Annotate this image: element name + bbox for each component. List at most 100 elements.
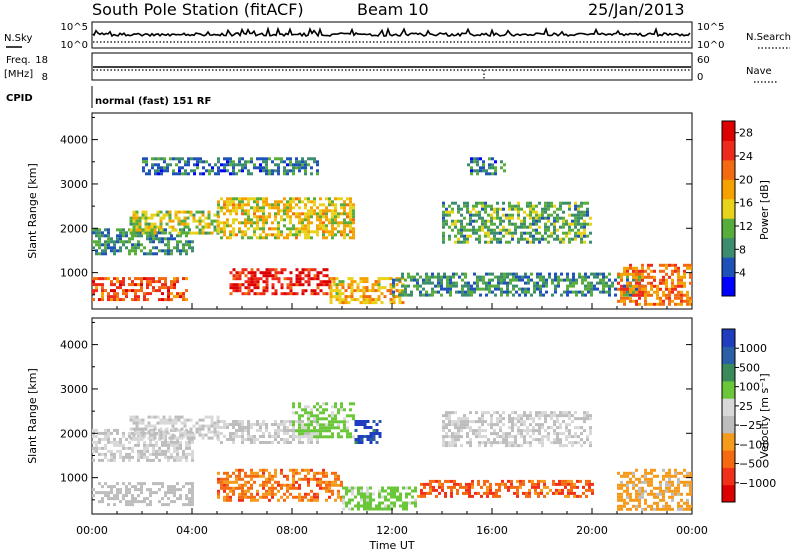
- velocity-echo-cell: [459, 482, 462, 486]
- power-echo-cell: [132, 228, 136, 232]
- power-echo-cell: [217, 227, 220, 231]
- power-echo-cell: [177, 222, 181, 226]
- power-echo-cell: [185, 298, 188, 302]
- power-echo-cell: [602, 272, 605, 276]
- power-echo-cell: [665, 281, 668, 285]
- power-echo-cell: [232, 203, 235, 207]
- power-echo-cell: [328, 283, 332, 287]
- velocity-echo-cell: [683, 468, 686, 472]
- velocity-echo-cell: [357, 492, 360, 496]
- power-echo-cell: [232, 230, 235, 234]
- power-echo-cell: [185, 234, 188, 238]
- power-echo-cell: [232, 169, 235, 173]
- power-echo-cell: [262, 230, 265, 234]
- power-echo-cell: [446, 287, 449, 291]
- power-echo-cell: [479, 157, 482, 161]
- power-echo-cell: [548, 275, 551, 279]
- power-echo-cell: [466, 234, 469, 238]
- velocity-echo-cell: [579, 479, 582, 483]
- velocity-echo-cell: [232, 435, 235, 438]
- velocity-echo-cell: [122, 494, 125, 498]
- velocity-echo-cell: [250, 468, 253, 472]
- power-echo-cell: [464, 293, 467, 297]
- power-echo-cell: [362, 286, 366, 290]
- y-tick-label: 1000: [60, 472, 88, 485]
- velocity-echo-cell: [95, 440, 98, 444]
- power-echo-cell: [140, 249, 143, 253]
- velocity-echo-cell: [423, 482, 426, 486]
- velocity-echo-cell: [492, 494, 495, 498]
- power-echo-cell: [238, 206, 241, 210]
- velocity-echo-cell: [173, 449, 176, 453]
- velocity-echo-cell: [198, 418, 202, 422]
- power-echo-cell: [346, 221, 349, 225]
- velocity-echo-cell: [143, 497, 146, 501]
- power-echo-cell: [301, 292, 305, 296]
- velocity-echo-cell: [498, 494, 501, 498]
- velocity-echo-cell: [223, 495, 226, 499]
- power-echo-cell: [304, 268, 308, 272]
- power-echo-cell: [186, 231, 190, 235]
- velocity-echo-cell: [668, 471, 671, 475]
- power-echo-cell: [671, 272, 674, 276]
- velocity-echo-cell: [366, 504, 369, 508]
- velocity-echo-cell: [176, 458, 179, 462]
- power-echo-cell: [401, 272, 404, 276]
- power-echo-cell: [247, 203, 250, 207]
- velocity-echo-cell: [514, 411, 517, 415]
- power-echo-cell: [256, 283, 260, 287]
- velocity-echo-cell: [137, 458, 140, 462]
- velocity-echo-cell: [390, 501, 393, 505]
- velocity-echo-cell: [271, 486, 274, 490]
- power-echo-cell: [277, 230, 280, 234]
- power-echo-cell: [253, 212, 256, 216]
- power-echo-cell: [144, 216, 148, 220]
- power-echo-cell: [352, 203, 355, 207]
- power-echo-cell: [226, 209, 229, 213]
- velocity-echo-cell: [532, 420, 535, 424]
- power-echo-cell: [304, 224, 307, 228]
- power-echo-cell: [449, 278, 452, 282]
- velocity-echo-cell: [286, 426, 289, 429]
- power-echo-cell: [193, 163, 196, 167]
- velocity-echo-cell: [423, 485, 426, 489]
- power-echo-cell: [113, 249, 116, 253]
- velocity-echo-cell: [179, 497, 182, 501]
- power-echo-cell: [511, 237, 514, 241]
- velocity-echo-cell: [635, 498, 638, 502]
- power-echo-cell: [590, 287, 593, 291]
- power-echo-cell: [518, 287, 521, 291]
- power-echo-cell: [283, 277, 287, 281]
- power-echo-cell: [680, 302, 683, 306]
- power-echo-cell: [235, 233, 238, 237]
- power-echo-cell: [544, 237, 547, 241]
- velocity-echo-cell: [149, 488, 152, 492]
- velocity-echo-cell: [147, 424, 151, 428]
- power-echo-cell: [134, 283, 137, 287]
- power-echo-cell: [380, 286, 384, 290]
- power-echo-cell: [590, 284, 593, 288]
- velocity-echo-cell: [337, 426, 340, 430]
- power-echo-cell: [398, 278, 401, 282]
- velocity-echo-cell: [271, 435, 274, 438]
- velocity-echo-cell: [508, 435, 511, 439]
- velocity-echo-cell: [235, 429, 238, 432]
- power-echo-cell: [551, 293, 554, 297]
- velocity-echo-cell: [538, 414, 541, 418]
- velocity-echo-cell: [238, 435, 241, 438]
- velocity-echo-cell: [176, 455, 179, 459]
- velocity-echo-cell: [432, 485, 435, 489]
- velocity-echo-cell: [98, 446, 101, 450]
- power-echo-cell: [207, 216, 211, 220]
- power-echo-cell: [488, 166, 491, 170]
- power-echo-cell: [584, 284, 587, 288]
- velocity-echo-cell: [553, 432, 556, 436]
- velocity-echo-cell: [372, 438, 376, 441]
- power-echo-cell: [292, 200, 295, 204]
- power-echo-cell: [319, 212, 322, 216]
- power-echo-cell: [163, 160, 166, 164]
- power-echo-cell: [310, 289, 314, 293]
- velocity-echo-cell: [180, 436, 184, 440]
- power-echo-cell: [216, 213, 220, 217]
- velocity-echo-cell: [405, 492, 408, 496]
